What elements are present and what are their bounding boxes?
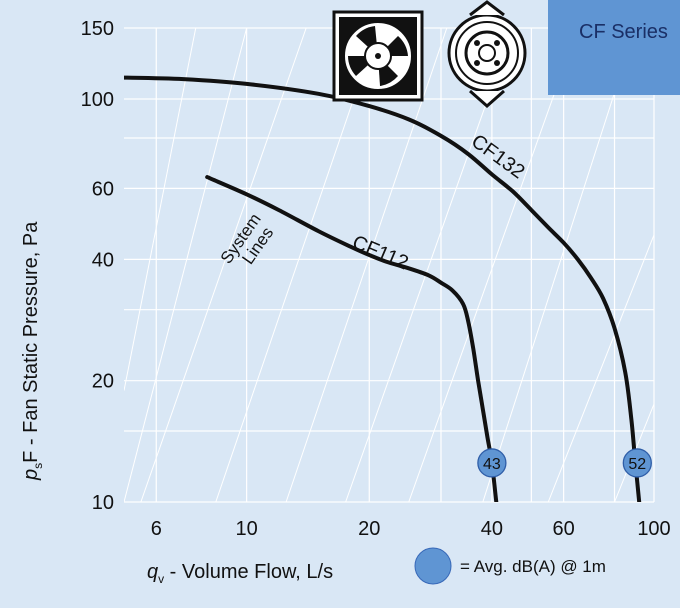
x-tick-label: 60: [553, 518, 575, 540]
system-line: [345, 28, 514, 502]
x-tick-label: 20: [358, 518, 380, 540]
curve-cf132: [124, 75, 642, 502]
system-line: [285, 28, 448, 502]
x-tick-label: 100: [637, 518, 670, 540]
x-tick-label: 40: [481, 518, 503, 540]
noise-legend-circle: [414, 547, 452, 585]
series-badge-label: CF Series: [579, 21, 668, 43]
x-axis-label-variable: q: [147, 561, 158, 583]
noise-marker-cf132: [622, 448, 652, 478]
system-line: [140, 28, 307, 502]
curve-layer: [124, 75, 642, 502]
x-axis-label-text: - Volume Flow, L/s: [164, 561, 333, 583]
y-tick-label: 10: [92, 492, 114, 514]
x-tick-label: 10: [236, 518, 258, 540]
y-tick-label: 150: [81, 18, 114, 40]
y-tick-label: 40: [92, 249, 114, 271]
x-axis-label-subscript: v: [158, 572, 164, 586]
y-axis-label: psF - Fan Static Pressure, Pa: [20, 221, 45, 481]
svg-text:qv - Volume Flow, L/s: qv - Volume Flow, L/s: [147, 561, 333, 586]
svg-text:psF - Fan Static Pressure, Pa: psF - Fan Static Pressure, Pa: [20, 221, 45, 481]
noise-marker-cf112: [477, 448, 507, 478]
x-tick-label: 6: [151, 518, 162, 540]
noise-legend-text: = Avg. dB(A) @ 1m: [460, 557, 606, 576]
y-axis-label-text: F - Fan Static Pressure, Pa: [20, 221, 42, 463]
square-fan-icon: [332, 10, 424, 102]
axes-layer: 52 43 6 10 20 40 60 100 10 20 40 60 100 150: [81, 18, 671, 540]
noise-marker-label: 43: [483, 456, 501, 473]
noise-legend: = Avg. dB(A) @ 1m: [414, 547, 606, 585]
system-line: [547, 234, 654, 502]
y-tick-label: 20: [92, 371, 114, 393]
y-axis-label-subscript: s: [31, 463, 45, 469]
system-line: [215, 28, 379, 502]
x-axis-label: qv - Volume Flow, L/s: [147, 561, 333, 586]
curve-cf112: [205, 175, 499, 502]
system-line: [124, 28, 248, 502]
y-tick-label: 100: [81, 89, 114, 111]
round-fan-icon: [447, 0, 527, 109]
y-axis-label-variable: p: [20, 469, 42, 481]
y-tick-label: 60: [92, 178, 114, 200]
series-badge: [548, 0, 680, 95]
system-line: [124, 28, 197, 391]
noise-marker-label: 52: [628, 456, 646, 473]
system-line: [482, 28, 636, 502]
system-line: [408, 28, 579, 502]
